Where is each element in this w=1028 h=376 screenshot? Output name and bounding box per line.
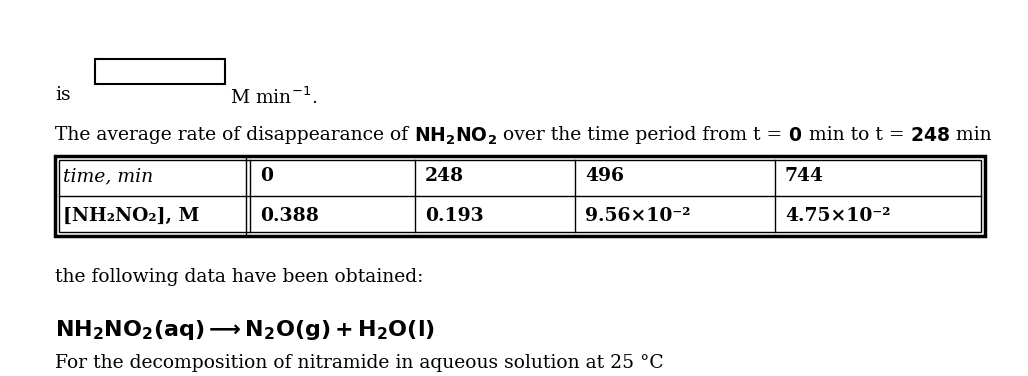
Text: time, min: time, min bbox=[63, 167, 153, 185]
Text: M min$^{-1}$.: M min$^{-1}$. bbox=[230, 86, 318, 108]
Text: the following data have been obtained:: the following data have been obtained: bbox=[56, 268, 424, 286]
Text: 496: 496 bbox=[585, 167, 624, 185]
Bar bbox=[59, 160, 981, 232]
Text: $\mathbf{NH_2NO_2(aq){\longrightarrow}N_2O(g) + H_2O(l)}$: $\mathbf{NH_2NO_2(aq){\longrightarrow}N_… bbox=[56, 318, 435, 342]
Text: $\mathbf{248}$: $\mathbf{248}$ bbox=[910, 126, 950, 145]
Bar bbox=[56, 156, 985, 236]
Bar bbox=[95, 59, 225, 84]
Text: 9.56×10⁻²: 9.56×10⁻² bbox=[585, 207, 691, 225]
Text: min: min bbox=[950, 126, 992, 144]
Text: 4.75×10⁻²: 4.75×10⁻² bbox=[785, 207, 890, 225]
Text: For the decomposition of nitramide in aqueous solution at 25 °C: For the decomposition of nitramide in aq… bbox=[56, 354, 664, 372]
Text: 0.193: 0.193 bbox=[425, 207, 484, 225]
Text: min to t =: min to t = bbox=[803, 126, 910, 144]
Text: 0.388: 0.388 bbox=[260, 207, 319, 225]
Text: 0: 0 bbox=[260, 167, 273, 185]
Text: 744: 744 bbox=[785, 167, 824, 185]
Text: [NH₂NO₂], M: [NH₂NO₂], M bbox=[63, 207, 199, 225]
Text: 248: 248 bbox=[425, 167, 464, 185]
Text: The average rate of disappearance of: The average rate of disappearance of bbox=[56, 126, 414, 144]
Text: is: is bbox=[56, 86, 71, 104]
Text: $\mathbf{0}$: $\mathbf{0}$ bbox=[788, 126, 803, 145]
Text: over the time period from t =: over the time period from t = bbox=[498, 126, 788, 144]
Text: $\mathbf{NH_2NO_2}$: $\mathbf{NH_2NO_2}$ bbox=[414, 126, 498, 147]
